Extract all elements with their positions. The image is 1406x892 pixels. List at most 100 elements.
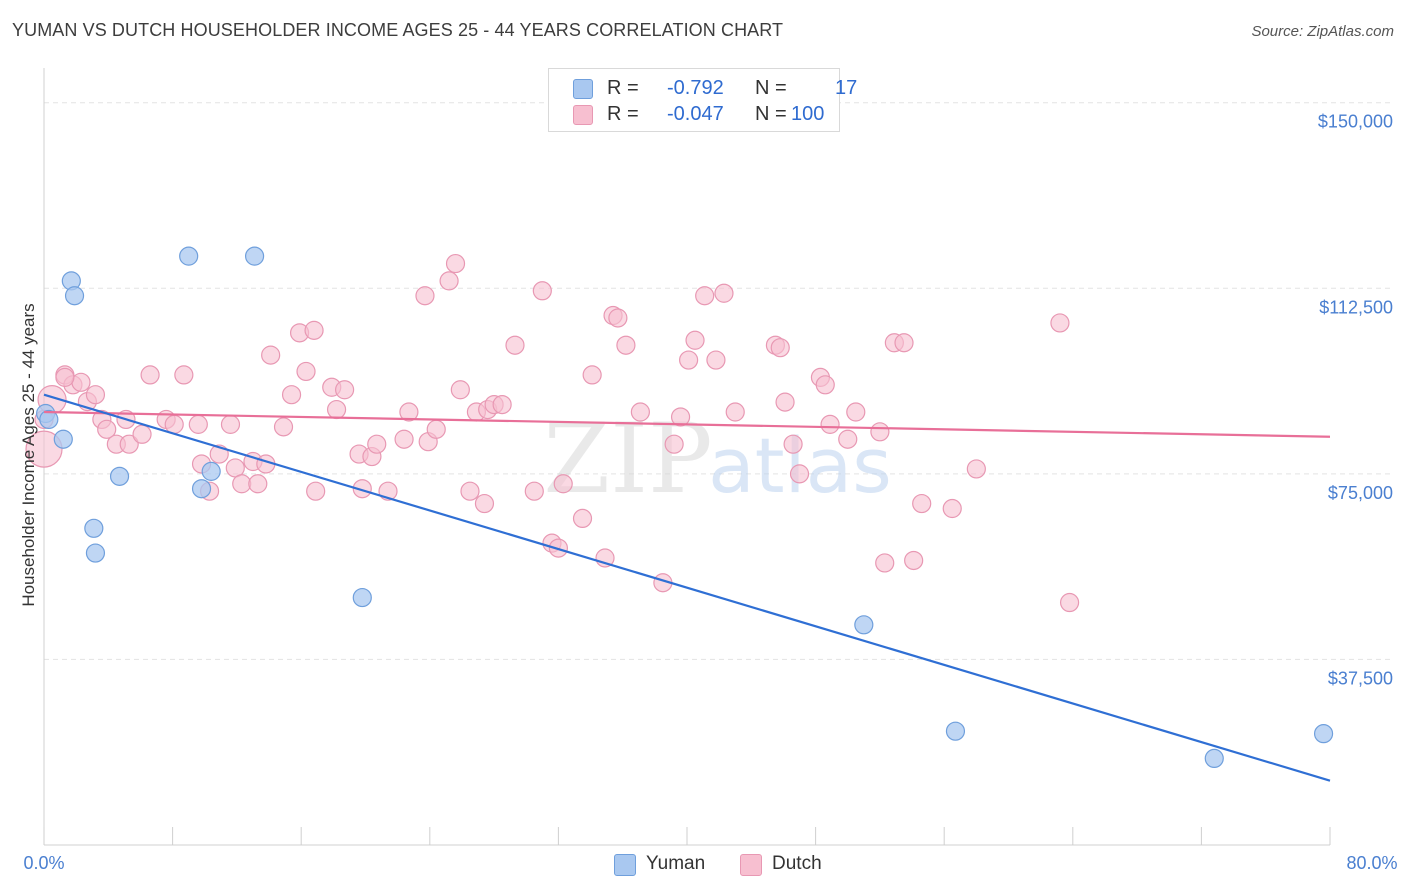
watermark: ZIP atlas	[543, 403, 891, 515]
y-tick-label: $150,000	[1318, 112, 1393, 132]
dutch-point	[281, 385, 302, 405]
dutch-point	[97, 419, 117, 439]
dutch-r-label: R =	[607, 103, 639, 125]
y-tick-label: $37,500	[1328, 668, 1393, 688]
dutch-point	[770, 338, 790, 358]
dutch-point	[1050, 313, 1070, 333]
dutch-point	[912, 493, 932, 514]
dutch-point	[220, 414, 241, 434]
stats-legend: R = -0.792 N = 17 R = -0.047 N = 100	[548, 68, 857, 132]
dutch-point	[445, 253, 466, 274]
dutch-points	[25, 253, 1080, 613]
dutch-point	[706, 350, 726, 370]
yuman-legend-label: Yuman	[646, 853, 706, 874]
dutch-point	[553, 474, 573, 494]
yuman-trend-line	[43, 393, 1331, 782]
dutch-point	[524, 481, 544, 501]
yuman-point	[191, 479, 212, 499]
yuman-point	[84, 518, 104, 538]
yuman-point	[179, 246, 199, 266]
dutch-trend-line	[43, 410, 1331, 438]
dutch-point	[664, 434, 684, 454]
dutch-point	[870, 422, 890, 442]
dutch-swatch	[573, 105, 593, 125]
dutch-point	[630, 402, 650, 422]
dutch-point	[394, 429, 414, 449]
dutch-point	[119, 434, 139, 454]
dutch-point	[679, 350, 699, 370]
dutch-point	[695, 286, 715, 306]
yuman-point	[1204, 748, 1224, 769]
dutch-point	[232, 474, 252, 494]
x-tick-label-max: 80.0%	[1346, 853, 1397, 873]
dutch-point	[838, 429, 858, 449]
yuman-point	[53, 429, 73, 449]
dutch-point	[304, 320, 324, 340]
dutch-point	[71, 372, 91, 392]
dutch-legend-label: Dutch	[772, 853, 822, 874]
axis-labels: Householder Income Ages 25 - 44 years $3…	[19, 112, 1398, 873]
dutch-point	[904, 550, 924, 571]
dutch-point	[685, 330, 705, 350]
dutch-point	[894, 333, 914, 353]
dutch-point	[273, 417, 294, 437]
dutch-legend-swatch	[740, 854, 762, 876]
yuman-point	[109, 466, 130, 486]
dutch-point	[367, 434, 387, 454]
dutch-point	[426, 419, 446, 439]
dutch-point	[820, 414, 840, 434]
y-axis-label: Householder Income Ages 25 - 44 years	[19, 303, 38, 606]
dutch-point	[505, 335, 525, 355]
dutch-point	[582, 365, 602, 385]
dutch-point	[616, 335, 636, 355]
yuman-points	[36, 246, 1334, 769]
dutch-point	[306, 481, 326, 501]
yuman-point	[201, 461, 221, 481]
dutch-point	[608, 308, 628, 328]
dutch-point	[261, 345, 281, 365]
y-tick-label: $112,500	[1319, 297, 1393, 317]
grid-lines	[44, 102, 1394, 660]
yuman-n-label: N =	[755, 77, 787, 99]
dutch-point	[296, 361, 316, 382]
dutch-r-value: -0.047	[667, 103, 724, 125]
dutch-point	[966, 459, 986, 479]
yuman-point	[352, 587, 372, 608]
chart-title: YUMAN VS DUTCH HOUSEHOLDER INCOME AGES 2…	[12, 20, 784, 40]
dutch-point	[775, 392, 795, 412]
dutch-point	[450, 380, 470, 400]
yuman-point	[854, 615, 874, 635]
dutch-point	[132, 424, 152, 444]
dutch-point	[789, 464, 810, 484]
dutch-n-value: 100	[791, 103, 825, 125]
dutch-point	[532, 281, 552, 301]
yuman-r-label: R =	[607, 77, 639, 99]
yuman-point	[85, 543, 106, 563]
dutch-point	[164, 414, 184, 434]
dutch-point	[670, 407, 691, 427]
dutch-point	[25, 430, 63, 468]
dutch-point	[55, 367, 75, 387]
dutch-point	[846, 402, 866, 422]
yuman-n-value: 17	[835, 77, 858, 99]
dutch-point	[783, 434, 803, 454]
dutch-point	[725, 402, 745, 422]
dutch-point	[85, 385, 106, 405]
dutch-point	[492, 394, 512, 415]
yuman-point	[1313, 724, 1334, 744]
yuman-point	[945, 721, 966, 741]
dutch-point	[1059, 592, 1080, 613]
source-note: Source: ZipAtlas.com	[1251, 23, 1394, 40]
yuman-swatch	[573, 79, 593, 99]
dutch-point	[399, 402, 419, 422]
dutch-point	[415, 286, 435, 306]
yuman-point	[64, 286, 85, 306]
dutch-point	[352, 479, 372, 499]
dutch-point	[140, 365, 160, 385]
dutch-point	[460, 481, 480, 501]
dutch-point	[326, 399, 347, 420]
dutch-point	[439, 271, 459, 291]
x-tick-label-min: 0.0%	[23, 853, 64, 873]
yuman-point	[244, 246, 265, 266]
